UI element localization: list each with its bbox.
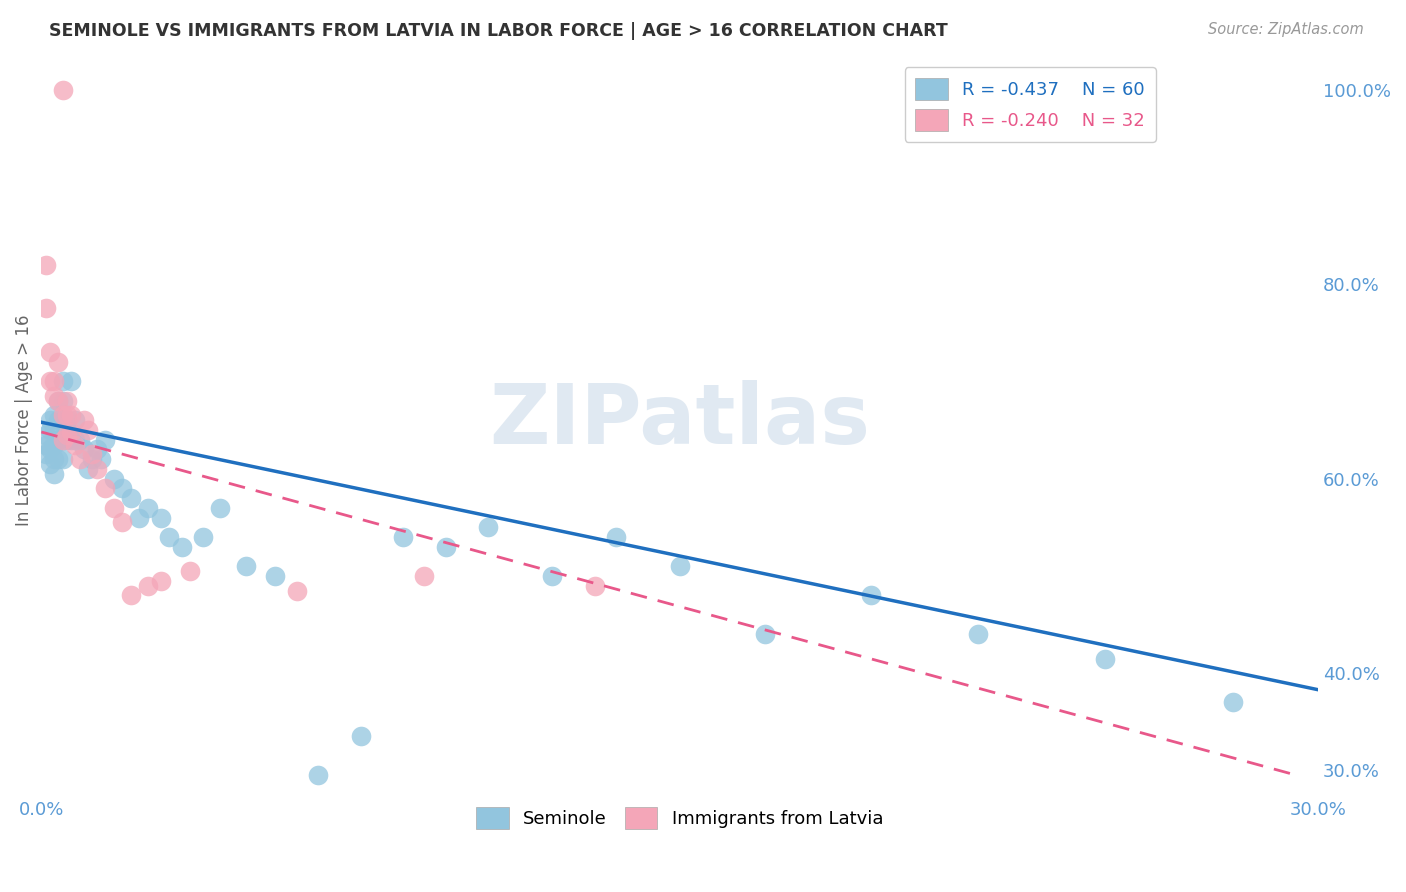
Point	[111, 516, 134, 530]
Text: SEMINOLE VS IMMIGRANTS FROM LATVIA IN LABOR FORCE | AGE > 16 CORRELATION CHART: SEMINOLE VS IMMIGRANTS FROM LATVIA IN LA…	[49, 22, 948, 40]
Point	[77, 462, 100, 476]
Point	[605, 530, 627, 544]
Point	[103, 500, 125, 515]
Point	[60, 433, 83, 447]
Point	[413, 569, 436, 583]
Point	[52, 452, 75, 467]
Point	[94, 433, 117, 447]
Point	[82, 447, 104, 461]
Point	[86, 442, 108, 457]
Point	[69, 452, 91, 467]
Point	[42, 375, 65, 389]
Point	[307, 768, 329, 782]
Point	[48, 433, 70, 447]
Point	[42, 389, 65, 403]
Point	[38, 457, 60, 471]
Point	[56, 409, 79, 423]
Point	[52, 413, 75, 427]
Point	[120, 588, 142, 602]
Point	[42, 409, 65, 423]
Point	[52, 393, 75, 408]
Point	[209, 500, 232, 515]
Point	[48, 452, 70, 467]
Point	[94, 482, 117, 496]
Point	[34, 437, 56, 451]
Point	[73, 442, 96, 457]
Point	[392, 530, 415, 544]
Point	[82, 452, 104, 467]
Point	[48, 393, 70, 408]
Point	[264, 569, 287, 583]
Point	[128, 510, 150, 524]
Point	[48, 393, 70, 408]
Point	[1094, 651, 1116, 665]
Point	[42, 437, 65, 451]
Point	[434, 540, 457, 554]
Point	[191, 530, 214, 544]
Point	[120, 491, 142, 505]
Text: Source: ZipAtlas.com: Source: ZipAtlas.com	[1208, 22, 1364, 37]
Point	[38, 345, 60, 359]
Point	[56, 393, 79, 408]
Point	[34, 428, 56, 442]
Point	[34, 301, 56, 316]
Point	[56, 428, 79, 442]
Point	[52, 409, 75, 423]
Point	[60, 409, 83, 423]
Point	[477, 520, 499, 534]
Point	[42, 452, 65, 467]
Point	[38, 442, 60, 457]
Point	[56, 423, 79, 437]
Point	[179, 564, 201, 578]
Point	[86, 462, 108, 476]
Point	[65, 413, 87, 427]
Point	[34, 447, 56, 461]
Y-axis label: In Labor Force | Age > 16: In Labor Force | Age > 16	[15, 315, 32, 526]
Point	[48, 355, 70, 369]
Point	[34, 258, 56, 272]
Point	[38, 423, 60, 437]
Point	[42, 423, 65, 437]
Point	[42, 467, 65, 481]
Point	[60, 375, 83, 389]
Point	[56, 433, 79, 447]
Legend: Seminole, Immigrants from Latvia: Seminole, Immigrants from Latvia	[470, 800, 890, 837]
Point	[52, 82, 75, 96]
Point	[111, 482, 134, 496]
Point	[48, 413, 70, 427]
Point	[349, 730, 371, 744]
Point	[38, 413, 60, 427]
Point	[149, 510, 172, 524]
Point	[668, 559, 690, 574]
Point	[103, 472, 125, 486]
Point	[157, 530, 180, 544]
Point	[60, 425, 83, 439]
Point	[754, 627, 776, 641]
Point	[235, 559, 257, 574]
Point	[136, 579, 159, 593]
Point	[136, 500, 159, 515]
Point	[52, 433, 75, 447]
Point	[65, 437, 87, 451]
Point	[56, 413, 79, 427]
Point	[77, 423, 100, 437]
Point	[170, 540, 193, 554]
Point	[52, 375, 75, 389]
Point	[285, 583, 308, 598]
Point	[1222, 695, 1244, 709]
Point	[583, 579, 606, 593]
Point	[52, 433, 75, 447]
Point	[149, 574, 172, 588]
Point	[73, 413, 96, 427]
Point	[65, 433, 87, 447]
Point	[38, 375, 60, 389]
Text: ZIPatlas: ZIPatlas	[489, 380, 870, 461]
Point	[541, 569, 564, 583]
Point	[966, 627, 988, 641]
Point	[860, 588, 883, 602]
Point	[90, 452, 112, 467]
Point	[69, 433, 91, 447]
